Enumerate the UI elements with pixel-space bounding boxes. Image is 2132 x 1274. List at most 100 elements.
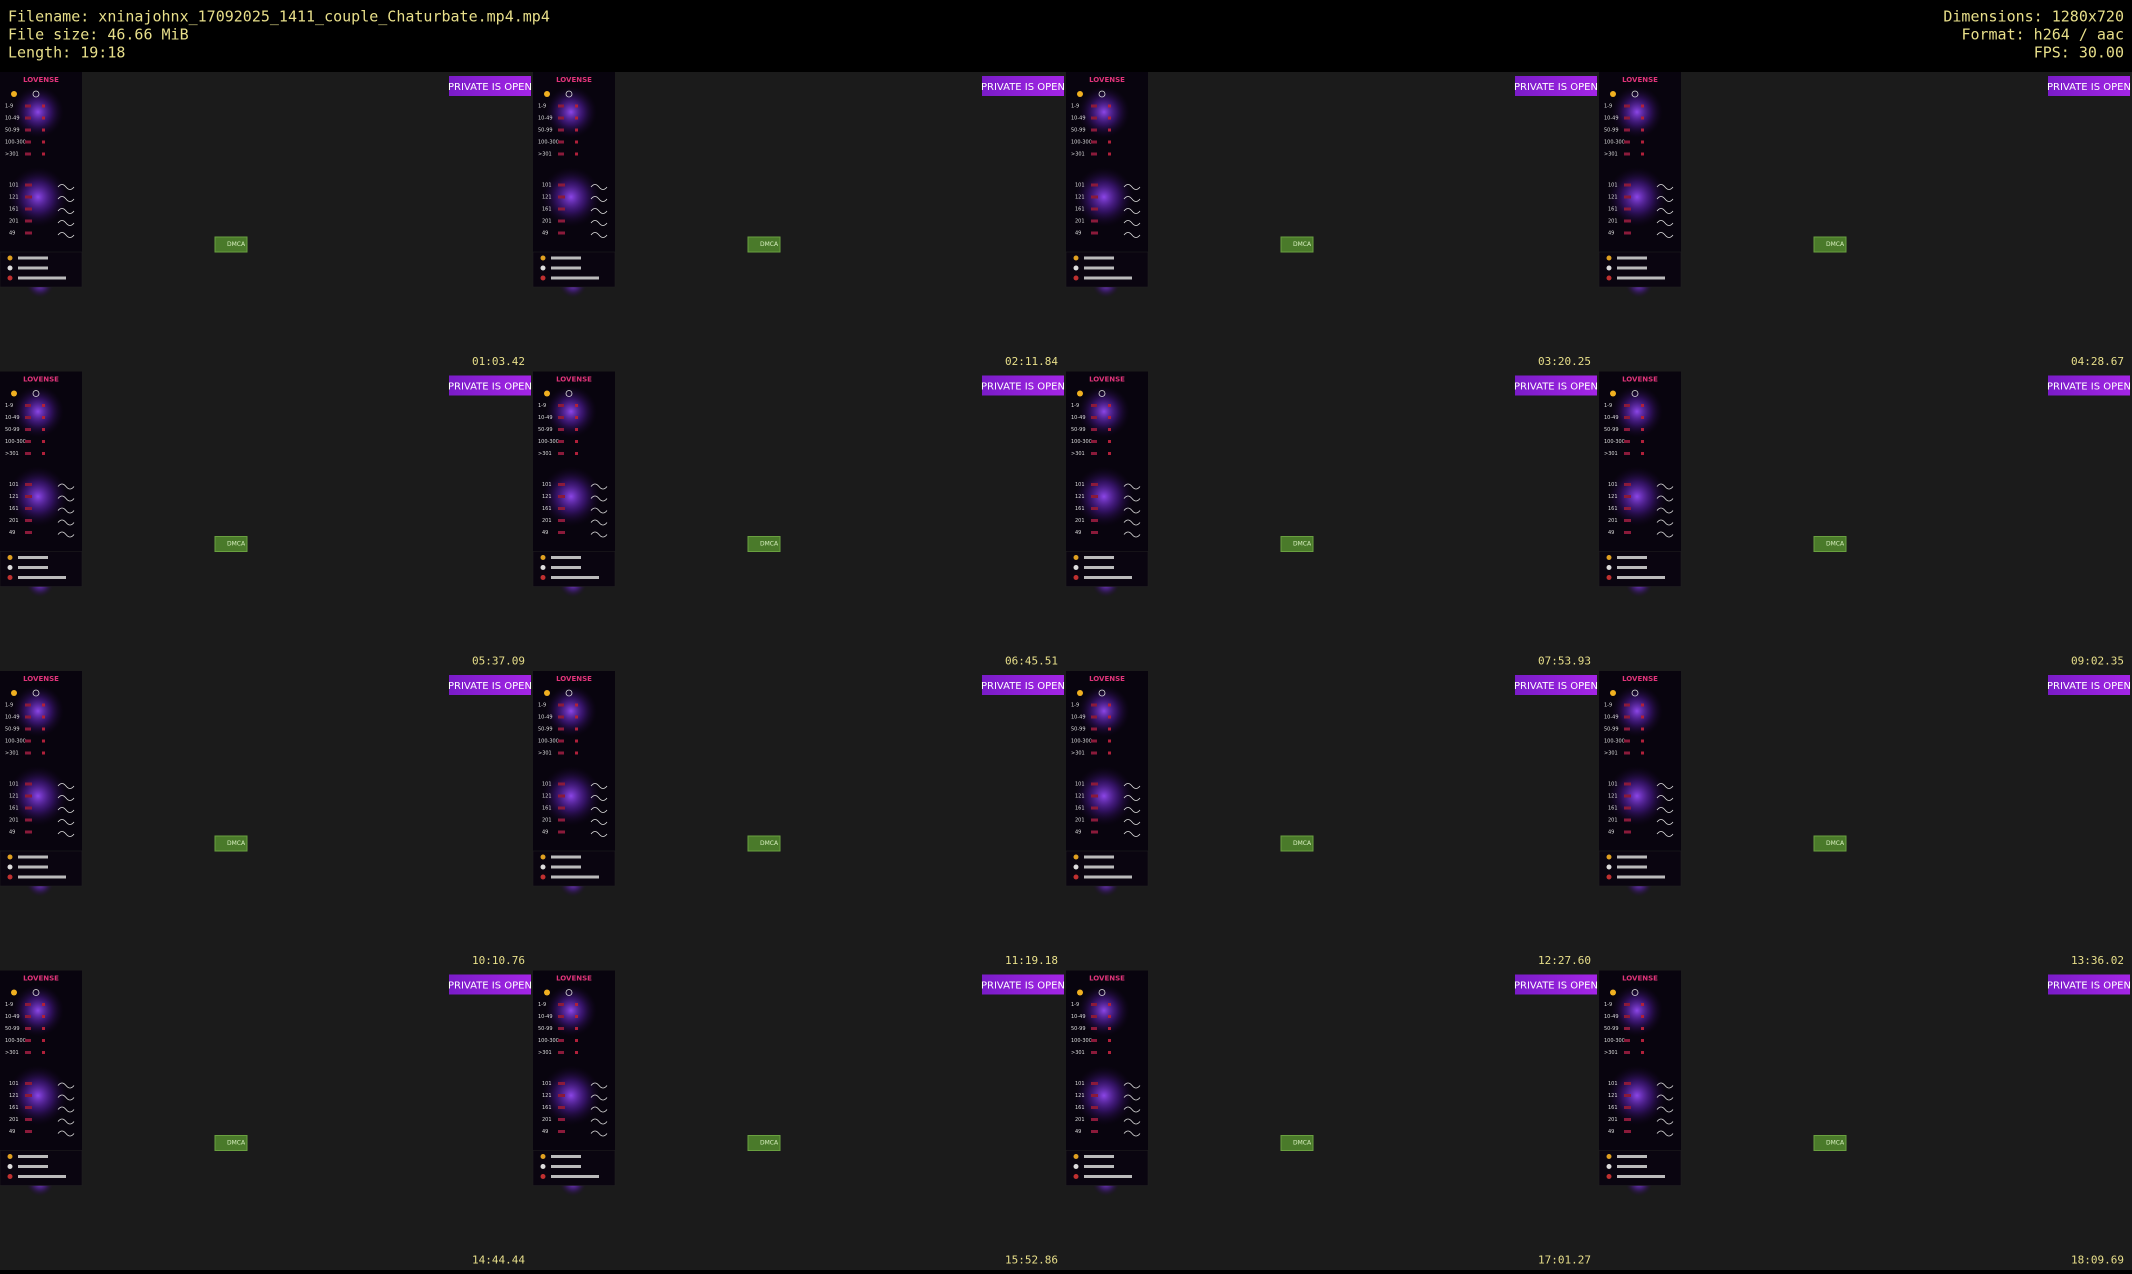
special-value — [1091, 806, 1098, 810]
special-value — [1091, 1106, 1098, 1109]
pattern-icon — [1123, 1118, 1141, 1125]
special-label: 161 — [1608, 806, 1618, 812]
private-badge-text: PRIVATE IS OPEN — [1514, 82, 1598, 93]
level-time — [1641, 428, 1644, 431]
thumbnail: LOVENSE 1-9 10-49 50-99 100-300 >301 101 121 161… — [0, 371, 533, 671]
level-label: 1-9 — [538, 703, 546, 709]
special-value — [1624, 1094, 1631, 1097]
coin-icon — [544, 989, 550, 996]
level-value — [25, 140, 31, 144]
pattern-icon — [1123, 196, 1141, 202]
leader-entry — [1084, 1165, 1114, 1168]
pattern-icon — [57, 819, 75, 825]
dmca-badge — [214, 536, 248, 552]
private-badge-text: PRIVATE IS OPEN — [2047, 382, 2131, 393]
special-value — [1624, 483, 1631, 486]
special-value — [558, 507, 565, 510]
level-label: 1-9 — [1604, 703, 1612, 709]
leader-entry — [1617, 875, 1665, 879]
dmca-badge — [214, 236, 248, 253]
level-value — [1091, 416, 1097, 419]
pattern-icon — [1123, 531, 1141, 538]
level-label: 1-9 — [5, 403, 13, 409]
leader-icon — [1606, 1164, 1612, 1169]
level-label: 1-9 — [1071, 104, 1079, 110]
pattern-icon — [57, 232, 75, 238]
leader-icon — [1073, 575, 1079, 580]
level-time — [575, 1027, 578, 1030]
level-label: >301 — [1604, 751, 1618, 757]
leader-entry — [1617, 1165, 1647, 1168]
special-value — [558, 207, 565, 211]
timestamp: 05:37.09 — [472, 655, 525, 668]
special-value — [25, 507, 32, 510]
panel-brand: LOVENSE — [1089, 675, 1125, 683]
special-label: 101 — [9, 782, 19, 788]
pattern-icon — [590, 807, 608, 813]
level-label: 100-300 — [1604, 140, 1625, 146]
special-label: 201 — [1075, 818, 1085, 824]
clock-icon — [1631, 90, 1639, 98]
level-label: 50-99 — [1071, 727, 1086, 733]
leader-icon — [540, 555, 546, 560]
level-time — [1108, 739, 1111, 743]
special-label: 49 — [9, 1129, 15, 1135]
level-time — [1641, 404, 1644, 407]
level-label: 50-99 — [538, 727, 553, 733]
level-label: 10-49 — [5, 415, 20, 421]
panel-brand: LOVENSE — [23, 675, 59, 683]
frame-background — [533, 970, 1066, 1270]
glow — [12, 86, 64, 138]
leader-entry — [551, 855, 581, 859]
pattern-icon — [1123, 220, 1141, 226]
special-label: 201 — [1075, 219, 1085, 225]
leader-entry — [18, 875, 66, 879]
level-time — [575, 416, 578, 419]
level-time — [575, 404, 578, 407]
special-label: 121 — [1075, 1093, 1085, 1099]
coin-icon — [1610, 690, 1616, 696]
level-label: 1-9 — [1071, 1002, 1079, 1008]
leader-entry — [1084, 576, 1132, 579]
panel-brand: LOVENSE — [1622, 975, 1658, 983]
special-value — [25, 1082, 32, 1085]
level-value — [1091, 404, 1097, 407]
level-label: 100-300 — [1604, 439, 1625, 445]
level-label: 10-49 — [1071, 415, 1086, 421]
leader-icon — [1606, 1154, 1612, 1159]
special-value — [1624, 183, 1631, 187]
leader-icon — [1606, 575, 1612, 580]
special-value — [1624, 507, 1631, 510]
level-value — [25, 1015, 31, 1018]
dmca-text: DMCA — [1293, 1140, 1312, 1147]
level-label: 50-99 — [1604, 1026, 1619, 1032]
panel-brand: LOVENSE — [556, 376, 592, 384]
private-badge — [982, 76, 1064, 96]
glow — [1611, 685, 1663, 737]
leader-icon — [7, 1154, 13, 1159]
leader-entry — [18, 556, 48, 559]
glow — [545, 984, 597, 1037]
pattern-icon — [57, 495, 75, 502]
level-label: 10-49 — [538, 116, 553, 122]
glow — [1078, 385, 1130, 438]
special-value — [1624, 495, 1631, 498]
special-label: 101 — [1075, 782, 1085, 788]
glow — [541, 167, 601, 227]
special-label: 101 — [9, 482, 19, 488]
dmca-badge — [1280, 1135, 1314, 1151]
glow — [1074, 766, 1134, 826]
level-value — [1091, 440, 1097, 443]
special-value — [25, 782, 32, 786]
leader-entry — [1084, 256, 1114, 260]
coin-icon — [1077, 390, 1083, 397]
level-label: 1-9 — [1604, 403, 1612, 409]
clock-icon — [1098, 989, 1106, 996]
level-value — [558, 116, 564, 120]
leader-icon — [7, 275, 13, 281]
special-label: 161 — [1075, 1105, 1085, 1111]
level-time — [575, 1051, 578, 1054]
level-time — [575, 715, 578, 719]
dmca-text: DMCA — [760, 241, 779, 248]
leader-icon — [1073, 1164, 1079, 1169]
